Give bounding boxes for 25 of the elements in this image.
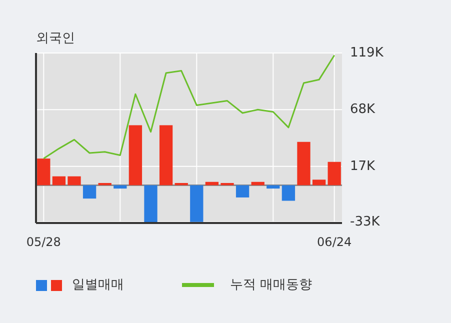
bar	[312, 180, 326, 186]
line-series	[42, 54, 336, 160]
x-tick-label: 05/28	[26, 235, 61, 249]
y-tick-label: -33K	[350, 214, 380, 230]
bar	[68, 176, 81, 186]
y-tick-label: 68K	[350, 102, 376, 118]
x-tick-label: 06/24	[317, 235, 352, 249]
y-tick-label: 119K	[350, 46, 384, 61]
bar	[328, 162, 341, 186]
y-tick-label: 17K	[350, 158, 376, 174]
legend-label: 일별매매	[72, 278, 124, 293]
bar	[82, 185, 96, 199]
bar	[144, 185, 158, 223]
bar	[114, 185, 127, 189]
bar	[37, 158, 50, 186]
bar	[190, 185, 204, 222]
bar	[266, 185, 280, 189]
bar	[297, 142, 310, 186]
bar	[52, 176, 66, 186]
bar	[282, 185, 296, 201]
bar	[128, 125, 142, 186]
legend-label: 누적 매매동향	[230, 278, 312, 293]
bar	[159, 125, 173, 186]
bar	[236, 185, 250, 198]
chart-title: 외국인	[36, 31, 75, 46]
